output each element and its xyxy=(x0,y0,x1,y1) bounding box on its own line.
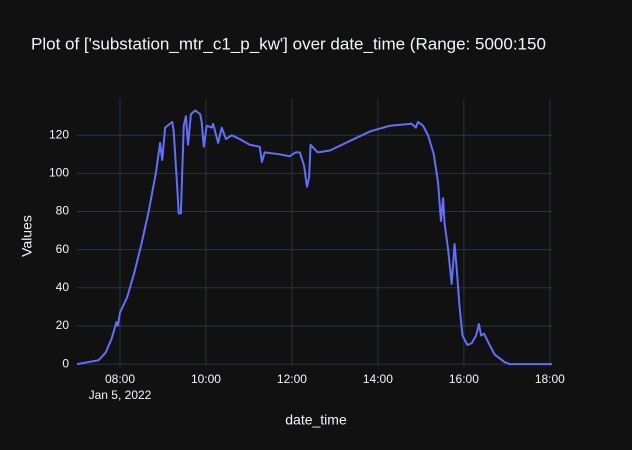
y-tick-label: 0 xyxy=(62,356,69,370)
x-tick-label: 16:00 xyxy=(449,372,479,386)
y-tick-label: 120 xyxy=(49,127,69,141)
y-tick-label: 40 xyxy=(56,280,70,294)
x-axis-title: date_time xyxy=(285,412,347,428)
y-axis-title: Values xyxy=(19,215,35,257)
x-tick-sublabel: Jan 5, 2022 xyxy=(89,388,152,402)
data-line xyxy=(76,109,552,366)
y-tick-label: 60 xyxy=(56,242,70,256)
x-tick-label: 12:00 xyxy=(277,372,307,386)
y-tick-label: 20 xyxy=(56,318,70,332)
chart-title: Plot of ['substation_mtr_c1_p_kw'] over … xyxy=(31,34,546,53)
y-tick-label: 100 xyxy=(49,166,69,180)
y-tick-label: 80 xyxy=(56,204,70,218)
x-tick-label: 08:00 xyxy=(105,372,135,386)
x-tick-label: 14:00 xyxy=(363,372,393,386)
x-tick-label: 18:00 xyxy=(535,372,565,386)
x-tick-label: 10:00 xyxy=(191,372,221,386)
